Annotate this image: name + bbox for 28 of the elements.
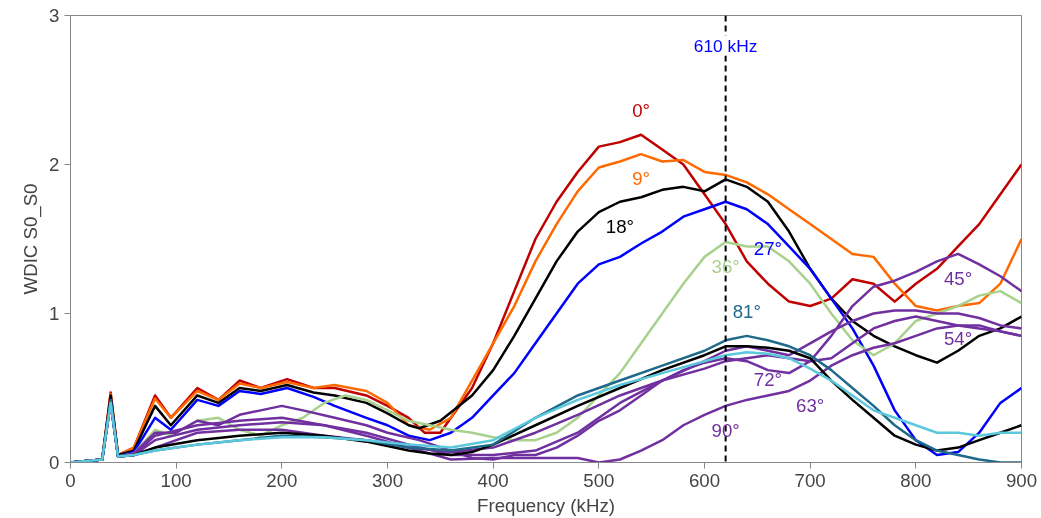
annotation: 0° xyxy=(632,99,651,121)
ref-line-label: 610 kHz xyxy=(693,35,758,56)
y-tick-label: 0 xyxy=(49,452,60,473)
y-tick-label: 3 xyxy=(49,5,60,26)
annotation: 72° xyxy=(753,369,783,391)
annotation: 63° xyxy=(796,394,825,416)
x-tick-label: 0 xyxy=(65,469,76,491)
annotation: 27° xyxy=(753,238,783,260)
annotation: 90° xyxy=(711,419,740,441)
annotation: 81° xyxy=(732,300,761,322)
x-tick-label: 800 xyxy=(900,469,932,491)
annotation: 18° xyxy=(605,215,635,237)
x-tick-label: 400 xyxy=(477,469,509,491)
x-tick-label: 900 xyxy=(1005,469,1038,491)
x-tick-label: 500 xyxy=(583,469,615,491)
x-tick-label: 200 xyxy=(266,469,298,491)
x-axis-title: Frequency (kHz) xyxy=(477,494,615,516)
annotation: 36° xyxy=(711,255,740,277)
annotation: 54° xyxy=(943,327,973,349)
y-tick-label: 2 xyxy=(49,154,60,175)
x-tick-label: 300 xyxy=(371,469,404,491)
annotation: 45° xyxy=(943,267,973,289)
x-tick-label: 100 xyxy=(160,469,192,491)
annotation: 9° xyxy=(632,168,651,190)
y-axis-title: WDIC S0_S0 xyxy=(20,183,43,295)
x-tick-label: 700 xyxy=(794,469,826,491)
x-tick-label: 600 xyxy=(688,469,721,491)
y-tick-label: 1 xyxy=(49,303,60,324)
